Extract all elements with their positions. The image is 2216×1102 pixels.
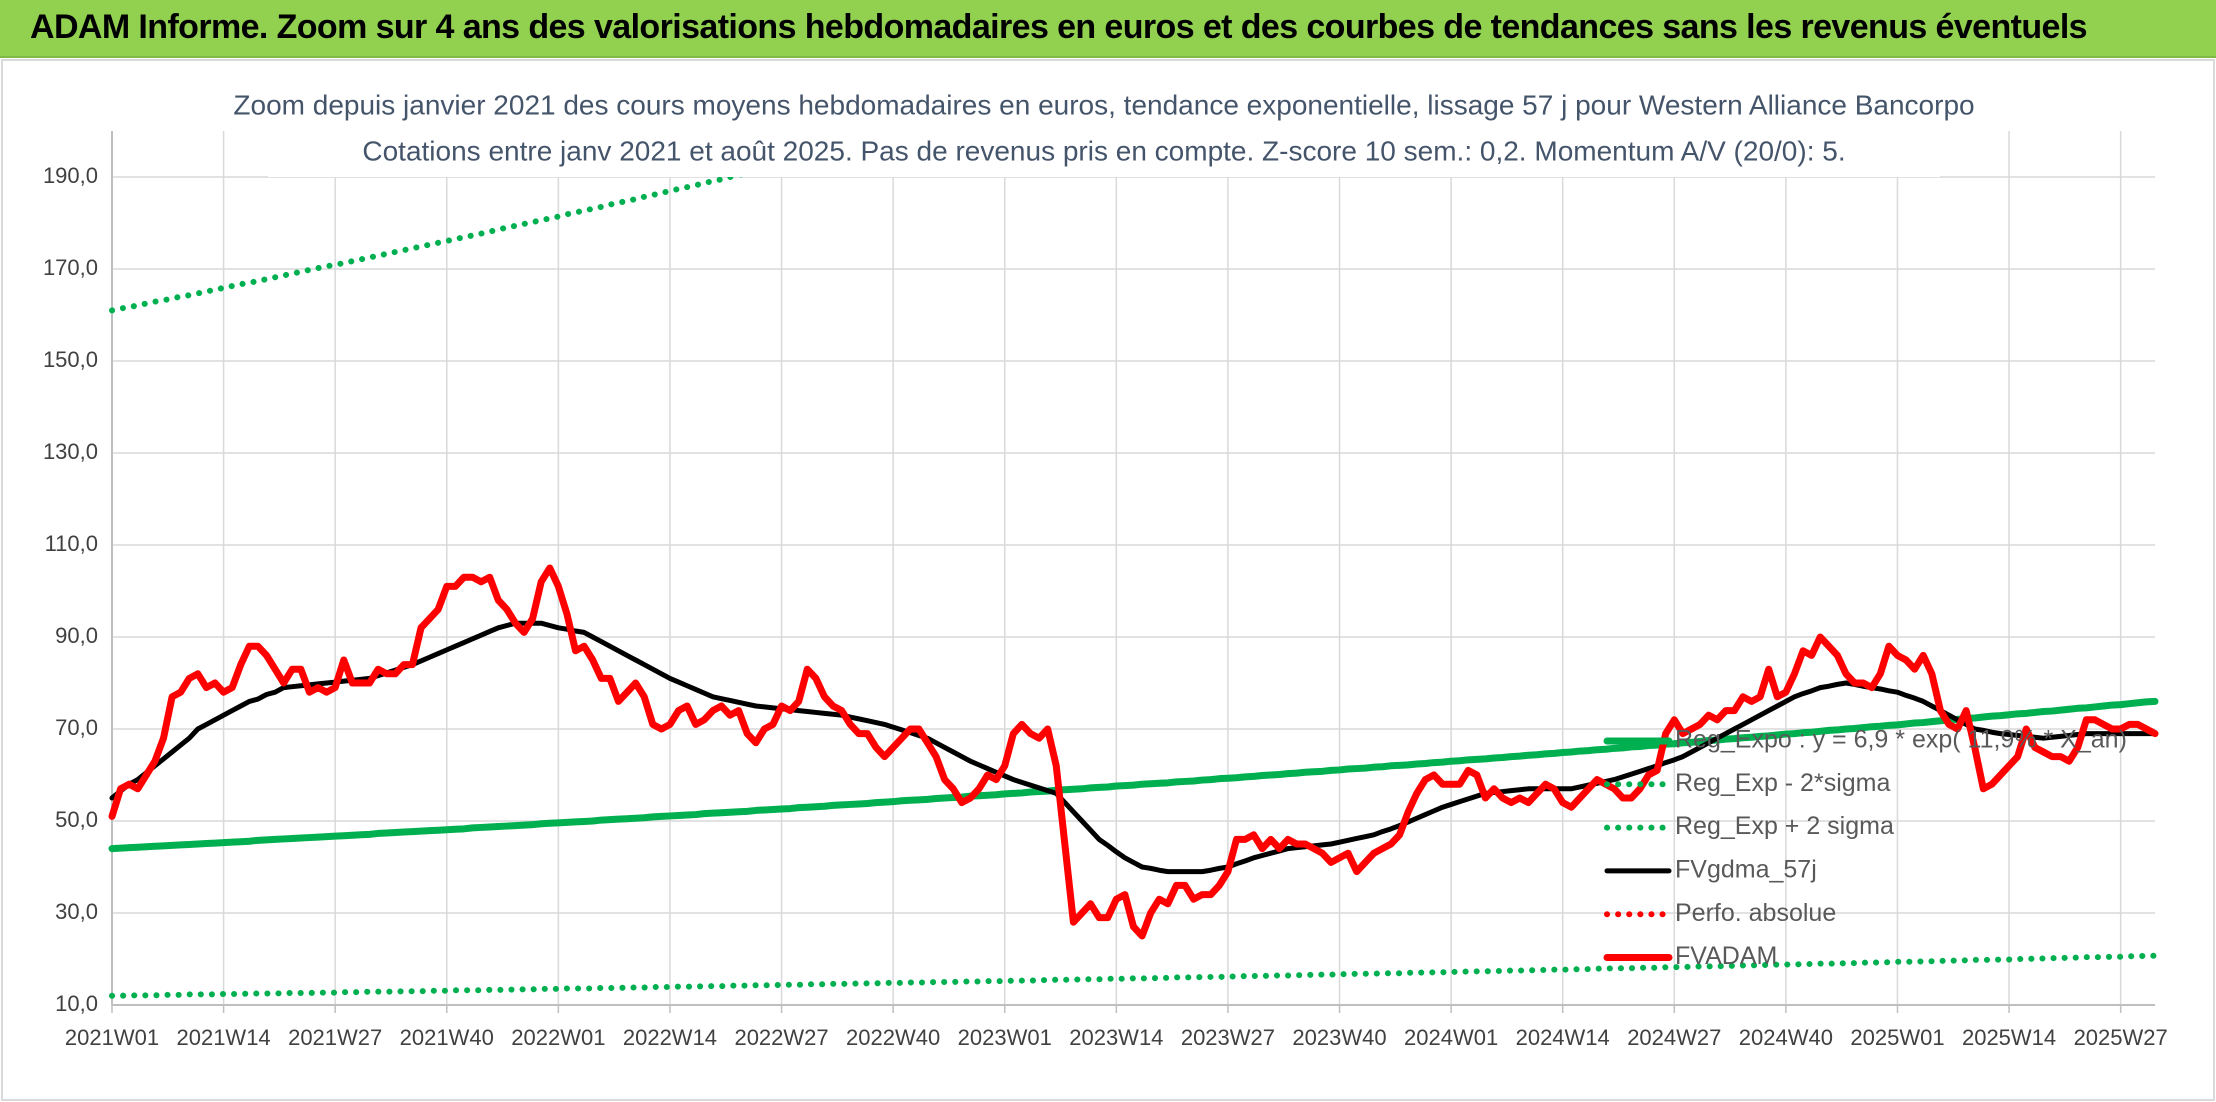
y-tick-label: 150,0 (43, 347, 98, 372)
x-tick-label: 2023W14 (1069, 1025, 1163, 1050)
x-tick-label: 2021W14 (176, 1025, 270, 1050)
x-tick-label: 2022W14 (623, 1025, 717, 1050)
y-tick-label: 10,0 (55, 991, 98, 1016)
x-tick-label: 2021W27 (288, 1025, 382, 1050)
legend-label: FVgdma_57j (1675, 856, 1817, 884)
x-tick-label: 2022W40 (846, 1025, 940, 1050)
x-tick-label: 2024W14 (1516, 1025, 1610, 1050)
x-tick-label: 2021W01 (65, 1025, 159, 1050)
series-line (109, 620, 2158, 875)
x-tick-label: 2025W14 (1962, 1025, 2056, 1050)
x-tick-label: 2022W01 (511, 1025, 605, 1050)
header-bar: ADAM Informe. Zoom sur 4 ans des valoris… (0, 0, 2216, 58)
series-line (108, 697, 2159, 853)
legend-label: Reg_Exp - 2*sigma (1675, 769, 1890, 797)
y-tick-label: 90,0 (55, 623, 98, 648)
legend-label: Reg_Expo : y = 6,9 * exp( 11,9% * X_an) (1675, 726, 2127, 754)
x-tick-label: 2023W01 (958, 1025, 1052, 1050)
y-tick-label: 110,0 (45, 531, 98, 556)
y-tick-label: 70,0 (55, 715, 98, 740)
y-tick-label: 190,0 (43, 163, 98, 188)
series-line (109, 952, 2158, 999)
x-tick-label: 2024W27 (1627, 1025, 1721, 1050)
plot-lines (108, 131, 2159, 999)
x-tick-label: 2024W01 (1404, 1025, 1498, 1050)
y-tick-label: 170,0 (43, 255, 98, 280)
x-tick-label: 2023W40 (1292, 1025, 1386, 1050)
chart-subtitle: Cotations entre janv 2021 et août 2025. … (362, 135, 1845, 166)
series-line (108, 564, 2159, 940)
x-tick-label: 2021W40 (400, 1025, 494, 1050)
legend-label: Perfo. absolue (1675, 899, 1836, 927)
title-box (268, 85, 1940, 177)
x-tick-label: 2023W27 (1181, 1025, 1275, 1050)
x-tick-label: 2024W40 (1739, 1025, 1833, 1050)
chart: 10,0 30,0 50,0 70,0 90,0 110,0 130,0 150,0 170,0… (1, 59, 2215, 1101)
chart-title: Zoom depuis janvier 2021 des cours moyen… (233, 89, 1974, 120)
legend-label: Reg_Exp + 2 sigma (1675, 812, 1894, 840)
x-tick-label: 2022W27 (734, 1025, 828, 1050)
chart-frame (1, 59, 2215, 1101)
x-tick-label: 2025W27 (2074, 1025, 2168, 1050)
y-tick-label: 130,0 (43, 439, 98, 464)
x-tick-label: 2025W01 (1850, 1025, 1944, 1050)
y-tick-label: 50,0 (55, 807, 98, 832)
y-tick-label: 30,0 (55, 899, 98, 924)
header-title: ADAM Informe. Zoom sur 4 ans des valoris… (30, 8, 2088, 46)
legend-label: FVADAM (1675, 942, 1777, 970)
